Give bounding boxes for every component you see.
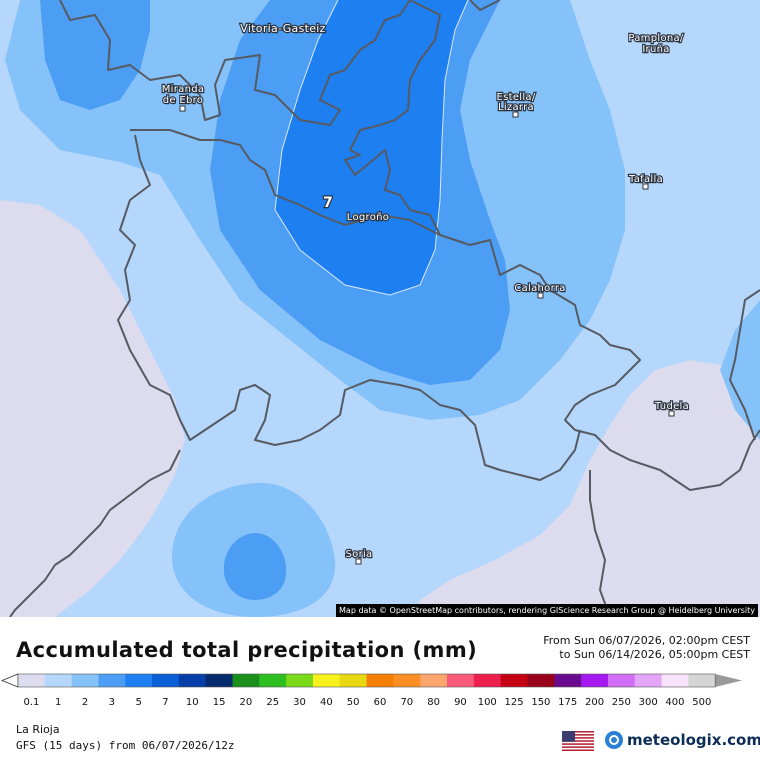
scale-swatch xyxy=(259,674,286,687)
city-marker-soria xyxy=(356,559,361,564)
city-label-pamplona-2: Iruña xyxy=(642,44,669,55)
scale-swatch xyxy=(98,674,125,687)
scale-arrow-left xyxy=(2,674,18,687)
legend-period: From Sun 06/07/2026, 02:00pm CEST to Sun… xyxy=(543,634,750,662)
scale-label: 15 xyxy=(213,697,226,708)
city-label-tudela: Tudela xyxy=(654,401,689,412)
city-label-soria: Soria xyxy=(346,549,373,560)
scale-swatch xyxy=(206,674,233,687)
max-value-label: 7 xyxy=(323,195,333,211)
scale-swatch xyxy=(340,674,367,687)
scale-label: 25 xyxy=(266,697,279,708)
scale-swatch xyxy=(179,674,206,687)
color-scale-labels: 0.1 1 2 3 5 7 10 15 20 25 30 40 50 60 70 80 90 100 125 150 1… xyxy=(0,697,760,711)
city-label-logrono: Logroño xyxy=(347,212,389,223)
meteologix-logo[interactable]: meteologix.com xyxy=(604,729,760,751)
meteologix-logo-icon xyxy=(604,730,624,750)
scale-label: 7 xyxy=(162,697,168,708)
scale-swatch xyxy=(152,674,179,687)
scale-swatch xyxy=(367,674,394,687)
scale-swatch xyxy=(608,674,635,687)
scale-swatch xyxy=(635,674,662,687)
scale-swatch xyxy=(581,674,608,687)
scale-label: 20 xyxy=(240,697,253,708)
scale-swatch xyxy=(286,674,313,687)
scale-swatch xyxy=(125,674,152,687)
city-marker-miranda xyxy=(180,106,185,111)
scale-swatch xyxy=(45,674,72,687)
scale-label: 400 xyxy=(665,697,684,708)
city-label-miranda-2: de Ebro xyxy=(163,95,203,106)
scale-swatch xyxy=(313,674,340,687)
scale-swatch xyxy=(554,674,581,687)
us-flag-icon[interactable] xyxy=(562,731,594,751)
scale-swatch xyxy=(72,674,99,687)
scale-label: 70 xyxy=(400,697,413,708)
scale-label: 5 xyxy=(135,697,141,708)
scale-swatch xyxy=(501,674,528,687)
scale-label: 125 xyxy=(505,697,524,708)
city-label-tafalla: Tafalla xyxy=(628,174,663,185)
city-marker-calahorra xyxy=(538,293,543,298)
scale-swatch xyxy=(474,674,501,687)
scale-label: 175 xyxy=(558,697,577,708)
city-label-calahorra: Calahorra xyxy=(514,283,565,294)
scale-swatch xyxy=(662,674,689,687)
scale-label: 200 xyxy=(585,697,604,708)
city-label-vitoria: Vitoria-Gasteiz xyxy=(240,22,325,35)
scale-label: 10 xyxy=(186,697,199,708)
scale-swatch xyxy=(447,674,474,687)
scale-label: 100 xyxy=(478,697,497,708)
brand-name: meteologix.com xyxy=(627,731,760,749)
scale-label: 250 xyxy=(612,697,631,708)
scale-arrow-right xyxy=(715,674,742,687)
scale-label: 40 xyxy=(320,697,333,708)
period-to: to Sun 06/14/2026, 05:00pm CEST xyxy=(543,648,750,662)
scale-label: 500 xyxy=(692,697,711,708)
scale-label: 300 xyxy=(639,697,658,708)
scale-label: 3 xyxy=(109,697,115,708)
scale-swatch xyxy=(18,674,45,687)
scale-swatch xyxy=(420,674,447,687)
map-attribution[interactable]: Map data © OpenStreetMap contributors, r… xyxy=(336,604,758,617)
city-label-estella-2: Lizarra xyxy=(498,102,534,113)
scale-swatch xyxy=(233,674,260,687)
scale-label: 2 xyxy=(82,697,88,708)
scale-swatch xyxy=(527,674,554,687)
region-name: La Rioja xyxy=(16,723,60,736)
scale-label: 0.1 xyxy=(23,697,39,708)
city-marker-tudela xyxy=(669,411,674,416)
scale-swatch xyxy=(393,674,420,687)
scale-label: 1 xyxy=(55,697,61,708)
city-label-pamplona-1: Pamplona/ xyxy=(628,33,684,44)
city-marker-estella xyxy=(513,112,518,117)
map-canvas: Vitoria-Gasteiz Miranda de Ebro Estella/… xyxy=(0,0,760,617)
legend-title: Accumulated total precipitation (mm) xyxy=(16,638,477,662)
city-marker-tafalla xyxy=(643,184,648,189)
scale-label: 60 xyxy=(374,697,387,708)
scale-label: 150 xyxy=(531,697,550,708)
city-label-miranda-1: Miranda xyxy=(162,84,205,95)
scale-swatch xyxy=(688,674,715,687)
model-info: GFS (15 days) from 06/07/2026/12z xyxy=(16,739,235,752)
color-scale-bar xyxy=(0,670,760,692)
precipitation-map[interactable]: Vitoria-Gasteiz Miranda de Ebro Estella/… xyxy=(0,0,760,617)
scale-label: 30 xyxy=(293,697,306,708)
scale-label: 80 xyxy=(427,697,440,708)
scale-label: 50 xyxy=(347,697,360,708)
period-from: From Sun 06/07/2026, 02:00pm CEST xyxy=(543,634,750,648)
scale-label: 90 xyxy=(454,697,467,708)
